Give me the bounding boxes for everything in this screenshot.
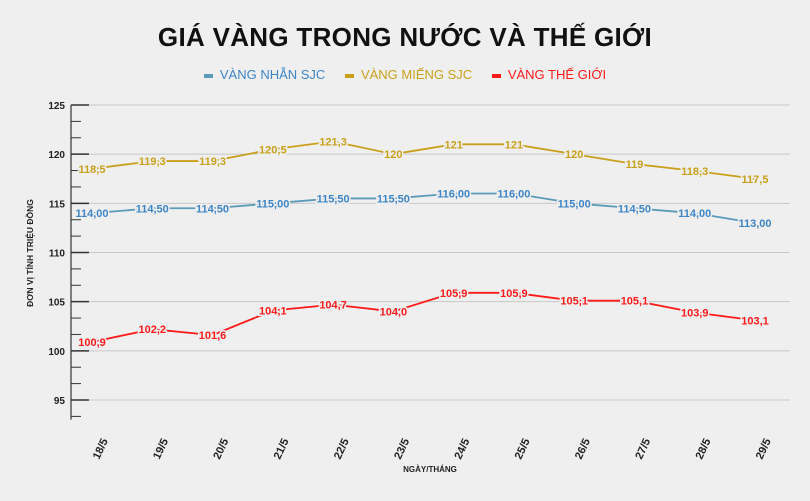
data-label: 101,6 [199,330,227,342]
x-tick-label: 28/5 [694,437,714,461]
data-label: 114,00 [75,208,108,220]
data-label: 104,7 [319,300,347,312]
data-label: 115,00 [558,198,591,210]
data-label: 105,9 [500,288,528,300]
y-tick-label: 95 [54,396,66,407]
chart-title: GIÁ VÀNG TRONG NƯỚC VÀ THẾ GIỚI [157,22,653,52]
data-label: 118,3 [681,166,708,178]
series-line-2 [91,291,756,343]
legend-swatch [203,73,213,78]
data-label: 115,50 [317,193,350,205]
data-label: 103,9 [681,307,709,319]
y-tick-label: 110 [49,249,66,260]
legend-swatch [344,73,354,78]
x-tick-label: 23/5 [392,437,412,461]
data-label: 105,9 [440,288,468,300]
data-label: 105,1 [621,296,649,308]
x-tick-label: 22/5 [332,437,352,461]
x-axis-label: NGÀY/THÁNG [403,465,457,474]
x-tick-label: 29/5 [754,437,774,461]
y-tick-label: 100 [48,347,65,358]
data-label: 120,5 [259,144,287,156]
series-line-0 [91,192,756,224]
data-label: 119 [626,159,644,171]
data-label: 103,1 [741,315,769,327]
data-label: 105,1 [560,296,588,308]
data-label: 115,00 [256,198,289,210]
data-label: 104,0 [380,307,408,319]
data-label: 120 [565,149,583,161]
data-label: 121 [444,139,462,151]
data-label: 117,5 [742,174,769,186]
data-label: 115,50 [377,193,410,205]
legend-item-nhan: VÀNG NHẪN SJC [203,67,326,82]
legend-label: VÀNG MIẾNG SJC [360,67,473,82]
legend-swatch [491,73,501,78]
data-label: 119,3 [199,156,226,168]
y-axis-label: ĐƠN VỊ TÍNH TRIỆU ĐỒNG [24,199,35,307]
series-line-1 [91,140,756,180]
x-tick-label: 26/5 [573,437,593,461]
x-tick-label: 20/5 [211,437,231,461]
y-tick-label: 105 [48,298,65,309]
x-tick-label: 25/5 [513,437,533,461]
legend-item-mieng: VÀNG MIẾNG SJC [344,67,473,82]
data-label: 113,00 [738,218,771,230]
data-label: 114,50 [618,203,651,215]
data-label: 100,9 [78,337,106,349]
data-label: 114,00 [678,208,711,220]
legend-label: VÀNG THẾ GIỚI [507,67,607,82]
x-tick-label: 18/5 [91,437,111,461]
data-label: 120 [384,149,402,161]
data-label: 104,1 [259,306,287,318]
data-label: 121,3 [319,136,347,148]
x-tick-label: 19/5 [151,437,171,461]
y-tick-label: 120 [48,150,65,161]
legend-item-the-gioi: VÀNG THẾ GIỚI [491,67,607,82]
legend: VÀNG NHẪN SJC VÀNG MIẾNG SJC VÀNG THẾ GI… [0,67,810,82]
data-label: 102,2 [139,324,167,336]
data-label: 114,50 [136,203,169,215]
data-label: 114,50 [196,203,229,215]
data-label: 116,00 [437,189,470,201]
data-label: 116,00 [497,189,530,201]
x-tick-label: 21/5 [272,437,292,461]
legend-label: VÀNG NHẪN SJC [219,67,326,82]
y-tick-label: 125 [48,101,65,112]
x-tick-label: 27/5 [633,437,653,461]
data-label: 118,5 [79,164,106,176]
data-label: 121 [505,139,523,151]
data-label: 119,3 [139,156,166,168]
x-tick-label: 24/5 [452,437,472,461]
y-tick-label: 115 [49,199,66,210]
